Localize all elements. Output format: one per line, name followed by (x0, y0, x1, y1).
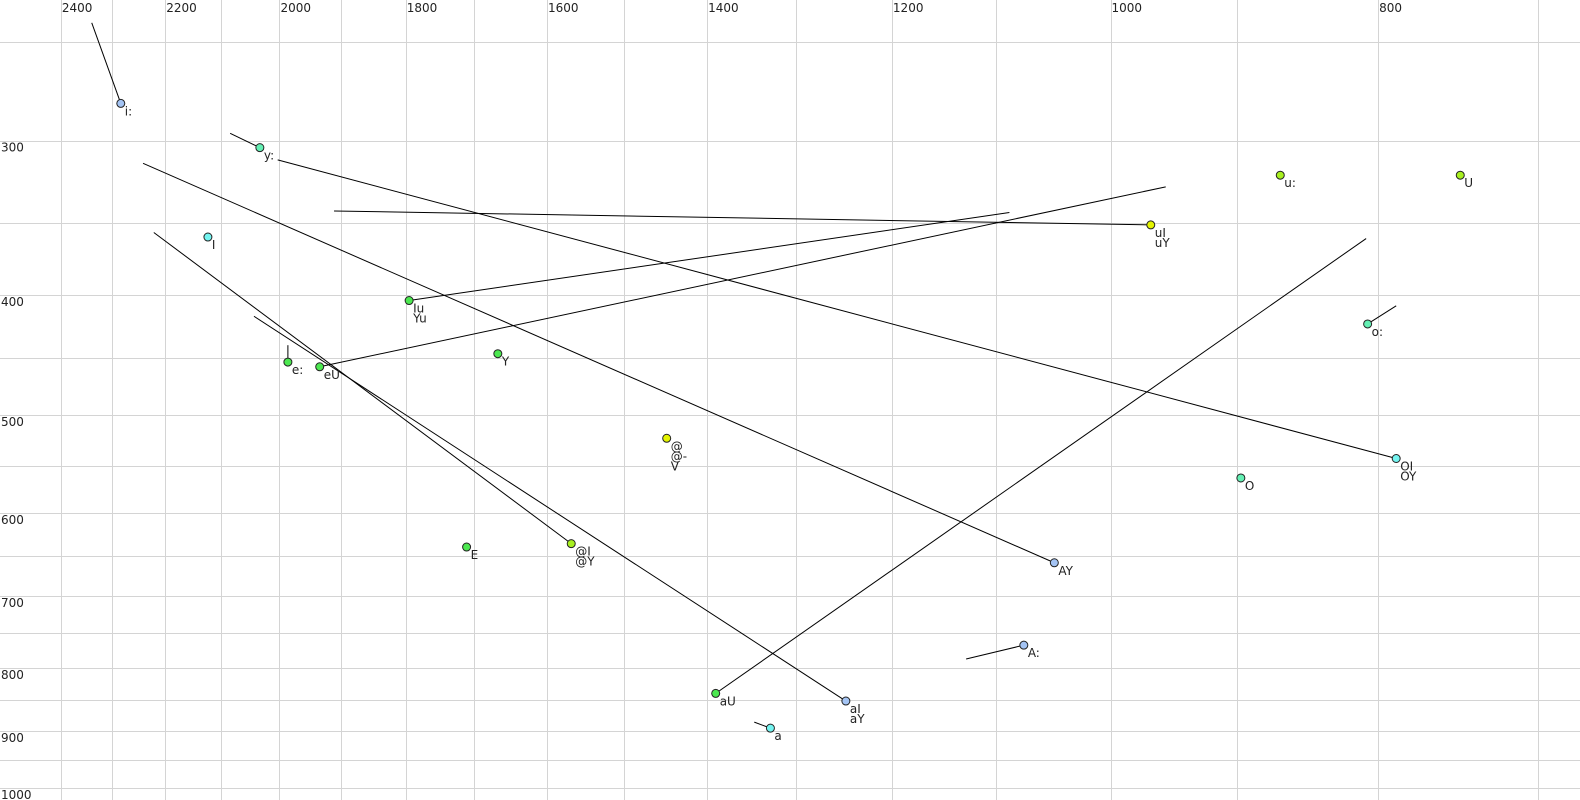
vowel-label: @I (575, 545, 591, 559)
trajectory-line (142, 162, 1055, 564)
vowel-point (1236, 473, 1246, 483)
vowel-point (566, 539, 576, 549)
vowel-point (765, 723, 775, 733)
vowel-point (1391, 453, 1401, 463)
vowel-label: OI (1400, 459, 1413, 473)
vowel-label: V (671, 459, 680, 473)
trajectory-line (229, 132, 261, 149)
axis-tick-labels: 2400 2200 2000 1800 1600 1400 1200 1000 800 300 40… (1, 1, 1402, 800)
vowel-label: a (774, 729, 781, 743)
vowel-label: @ (671, 439, 683, 453)
vowel-point (1019, 640, 1029, 650)
trajectory-line (1367, 305, 1397, 325)
y-tick-label: 500 (1, 415, 24, 429)
vowel-point (1455, 170, 1465, 180)
vowel-label: A: (1028, 646, 1040, 660)
x-tick-label: 2200 (166, 1, 197, 15)
vowel-point (493, 349, 503, 359)
vowel-label: @Y (575, 555, 595, 569)
y-tick-label: 900 (1, 731, 24, 745)
vowel-label: AY (1058, 564, 1073, 578)
vowel-point (283, 357, 293, 367)
trajectory-line (409, 212, 1010, 302)
x-tick-label: 1000 (1112, 1, 1143, 15)
vowel-label: uI (1155, 226, 1166, 240)
y-tick-label: 800 (1, 668, 24, 682)
vowel-label: Iu (413, 302, 424, 316)
x-tick-label: 1600 (548, 1, 579, 15)
x-tick-label: 1800 (407, 1, 438, 15)
vowel-point (315, 362, 325, 372)
trajectory-line (715, 238, 1367, 694)
trajectory-line (153, 232, 572, 545)
vowel-label: aY (850, 712, 865, 726)
vowel-label: i: (125, 104, 132, 118)
trajectory-lines (91, 22, 1397, 729)
vowel-label: eU (324, 368, 340, 382)
y-tick-label: 300 (1, 141, 24, 155)
trajectory-line (277, 159, 1397, 459)
y-tick-label: 700 (1, 596, 24, 610)
x-tick-label: 1200 (893, 1, 924, 15)
vowel-point (255, 143, 265, 153)
vowel-point (711, 688, 721, 698)
vowel-label: uY (1155, 236, 1171, 250)
x-tick-label: 2400 (62, 1, 93, 15)
vowel-point (116, 98, 126, 108)
trajectory-line (319, 186, 1166, 368)
vowel-label: E (471, 548, 479, 562)
vowel-label: OY (1400, 469, 1417, 483)
vowel-point (662, 433, 672, 443)
vowel-point (1049, 558, 1059, 568)
vowel-label: I (212, 238, 216, 252)
vowel-label: O (1245, 479, 1254, 493)
vowel-point (1146, 220, 1156, 230)
vowel-label: aI (850, 702, 861, 716)
y-tick-label: 1000 (1, 788, 32, 800)
vowel-label: e: (292, 363, 303, 377)
vowel-point (1363, 319, 1373, 329)
vowel-label: Yu (412, 312, 427, 326)
vowel-point (203, 232, 213, 242)
x-tick-label: 1400 (708, 1, 739, 15)
vowel-point (1275, 170, 1285, 180)
vowel-label: U (1464, 176, 1473, 190)
x-tick-label: 800 (1379, 1, 1402, 15)
trajectory-line (91, 22, 122, 104)
x-tick-label: 2000 (280, 1, 311, 15)
vowel-label: y: (264, 149, 274, 163)
vowel-label: Y (501, 355, 510, 369)
trajectory-line (334, 210, 1151, 226)
y-tick-label: 400 (1, 295, 24, 309)
trajectory-line (966, 644, 1024, 660)
trajectory-line (253, 315, 847, 702)
vowel-point (841, 696, 851, 706)
y-tick-label: 600 (1, 513, 24, 527)
vowel-point (404, 296, 414, 306)
vowel-label: aU (720, 694, 736, 708)
vowel-label: @- (671, 449, 687, 463)
vowel-label: o: (1372, 325, 1383, 339)
vowel-label: u: (1284, 176, 1296, 190)
vowel-point (462, 542, 472, 552)
